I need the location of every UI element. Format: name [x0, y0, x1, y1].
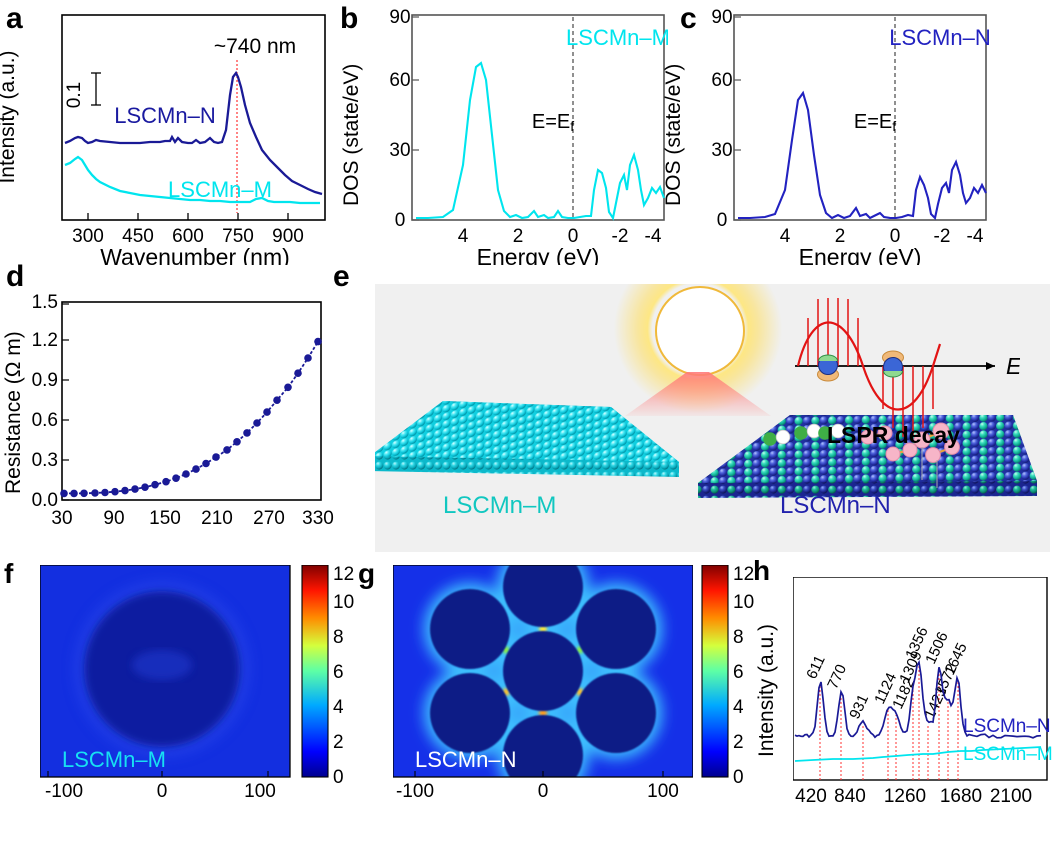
svg-text:4: 4 [780, 226, 791, 247]
svg-text:1.5: 1.5 [32, 292, 58, 313]
svg-text:Energy (eV): Energy (eV) [477, 244, 600, 265]
svg-text:931: 931 [846, 692, 872, 722]
svg-text:LSCMn–M: LSCMn–M [62, 747, 166, 772]
svg-text:30: 30 [51, 508, 72, 525]
svg-text:6: 6 [733, 662, 744, 683]
svg-text:2: 2 [733, 732, 744, 753]
svg-text:-100: -100 [45, 781, 83, 800]
svg-text:LSCMn–N: LSCMn–N [889, 25, 990, 50]
svg-text:8: 8 [333, 627, 344, 648]
svg-text:-100: -100 [396, 781, 434, 800]
svg-text:10: 10 [733, 592, 754, 613]
svg-text:Energy (eV): Energy (eV) [799, 244, 922, 265]
svg-text:4: 4 [733, 697, 744, 718]
svg-text:Intensity (a.u.): Intensity (a.u.) [0, 50, 19, 183]
svg-text:0: 0 [733, 767, 744, 788]
svg-text:770: 770 [824, 662, 850, 692]
svg-text:60: 60 [389, 70, 410, 91]
svg-text:12: 12 [333, 565, 354, 585]
svg-text:LSCMn–M: LSCMn–M [566, 25, 668, 50]
svg-text:10: 10 [333, 592, 354, 613]
svg-text:6: 6 [333, 662, 344, 683]
svg-text:330: 330 [302, 508, 334, 525]
svg-text:12: 12 [733, 565, 754, 585]
svg-text:~740 nm: ~740 nm [214, 35, 296, 58]
svg-text:0.9: 0.9 [32, 370, 58, 391]
svg-text:1.2: 1.2 [32, 330, 58, 351]
svg-text:-2: -2 [934, 226, 951, 247]
svg-text:611: 611 [803, 653, 829, 682]
svg-text:LSCMn–N: LSCMn–N [114, 103, 215, 128]
svg-text:840: 840 [834, 786, 866, 807]
svg-text:30: 30 [711, 140, 732, 161]
svg-text:4: 4 [458, 226, 469, 247]
svg-text:420: 420 [795, 786, 827, 807]
svg-text:100: 100 [244, 781, 276, 800]
svg-text:0.1: 0.1 [64, 82, 85, 108]
svg-text:60: 60 [711, 70, 732, 91]
svg-text:90: 90 [103, 508, 124, 525]
svg-text:-2: -2 [612, 226, 629, 247]
svg-text:270: 270 [253, 508, 285, 525]
svg-text:0.6: 0.6 [32, 410, 58, 431]
svg-text:LSCMn–N: LSCMn–N [963, 716, 1051, 737]
svg-text:4: 4 [333, 697, 344, 718]
svg-text:0.3: 0.3 [32, 450, 58, 471]
svg-text:150: 150 [149, 508, 181, 525]
svg-text:Wavenumber (nm): Wavenumber (nm) [100, 244, 290, 265]
svg-text:E=Ef: E=Ef [854, 111, 896, 134]
svg-text:2: 2 [333, 732, 344, 753]
svg-text:0: 0 [395, 210, 406, 231]
svg-text:Ef: Ef [1006, 353, 1020, 382]
svg-text:90: 90 [389, 7, 410, 28]
svg-text:300: 300 [72, 226, 104, 247]
svg-text:30: 30 [389, 140, 410, 161]
svg-text:-4: -4 [967, 226, 984, 247]
svg-text:100: 100 [647, 781, 679, 800]
svg-text:0: 0 [157, 781, 168, 800]
svg-text:E=Ef: E=Ef [532, 111, 574, 134]
svg-text:0: 0 [717, 210, 728, 231]
svg-text:-4: -4 [645, 226, 662, 247]
svg-text:8: 8 [733, 627, 744, 648]
svg-text:LSCMn–N: LSCMn–N [415, 747, 516, 772]
svg-text:2100: 2100 [990, 786, 1032, 807]
svg-text:1680: 1680 [940, 786, 982, 807]
svg-text:210: 210 [201, 508, 233, 525]
svg-text:0: 0 [333, 767, 344, 788]
svg-text:1260: 1260 [884, 786, 926, 807]
svg-text:0: 0 [538, 781, 549, 800]
svg-text:90: 90 [711, 7, 732, 28]
